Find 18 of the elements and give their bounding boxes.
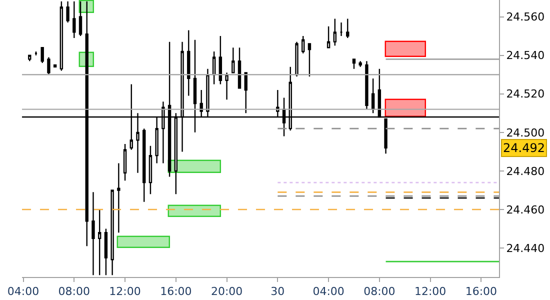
x-tick-label: 12:00 bbox=[109, 285, 141, 298]
y-tick-label: 24.540 bbox=[506, 49, 545, 62]
x-tick-label: 04:00 bbox=[7, 285, 40, 298]
x-tick-label: 30 bbox=[270, 285, 285, 298]
y-tick-label: 24.500 bbox=[506, 126, 545, 140]
x-tick-label: 20:00 bbox=[210, 285, 243, 298]
x-tick-label: 08:00 bbox=[364, 285, 396, 298]
x-tick-label: 16:00 bbox=[465, 285, 498, 298]
text: 24.492 bbox=[503, 141, 545, 155]
y-tick-label: 24.560 bbox=[506, 10, 545, 24]
x-tick-label: 04:00 bbox=[312, 285, 344, 298]
x-tick-label: 08:00 bbox=[58, 285, 90, 298]
y-tick-label: 24.480 bbox=[506, 164, 545, 178]
x-tick-label: 12:00 bbox=[414, 285, 446, 298]
y-tick-label: 24.460 bbox=[506, 203, 545, 216]
x-tick-label: 16:00 bbox=[160, 285, 192, 298]
y-tick-label: 24.520 bbox=[506, 88, 545, 101]
y-tick-label: 24.440 bbox=[506, 242, 545, 255]
